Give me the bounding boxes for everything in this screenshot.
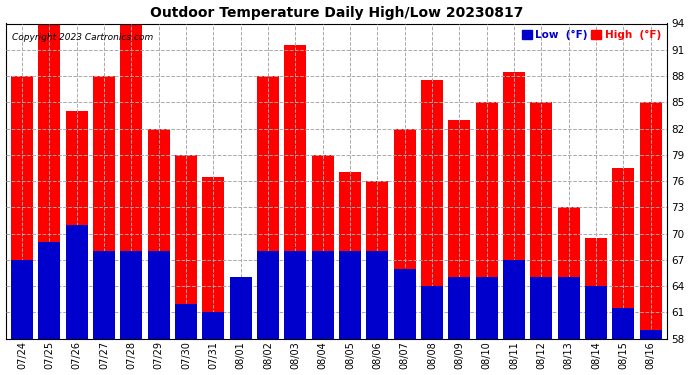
Bar (612, 308, 634, 339)
Bar (148, 251, 170, 339)
Bar (257, 76, 279, 339)
Bar (366, 181, 388, 339)
Bar (531, 102, 552, 339)
Text: Copyright 2023 Cartronics.com: Copyright 2023 Cartronics.com (12, 33, 153, 42)
Bar (531, 277, 552, 339)
Bar (202, 177, 224, 339)
Title: Outdoor Temperature Daily High/Low 20230817: Outdoor Temperature Daily High/Low 20230… (150, 6, 523, 20)
Bar (448, 120, 470, 339)
Bar (230, 277, 252, 339)
Bar (230, 295, 252, 339)
Bar (585, 286, 607, 339)
Bar (448, 277, 470, 339)
Bar (558, 277, 580, 339)
Bar (175, 155, 197, 339)
Bar (421, 286, 443, 339)
Bar (39, 242, 60, 339)
Bar (120, 251, 142, 339)
Bar (66, 225, 88, 339)
Bar (284, 251, 306, 339)
Bar (120, 24, 142, 339)
Bar (312, 155, 333, 339)
Bar (39, 24, 60, 339)
Bar (312, 251, 333, 339)
Bar (11, 76, 33, 339)
Bar (339, 251, 361, 339)
Bar (394, 129, 415, 339)
Bar (640, 330, 662, 339)
Bar (93, 76, 115, 339)
Bar (394, 268, 415, 339)
Bar (339, 172, 361, 339)
Bar (284, 45, 306, 339)
Bar (366, 251, 388, 339)
Bar (66, 111, 88, 339)
Bar (421, 80, 443, 339)
Bar (503, 72, 525, 339)
Bar (202, 312, 224, 339)
Bar (640, 102, 662, 339)
Bar (475, 277, 497, 339)
Bar (475, 102, 497, 339)
Bar (257, 251, 279, 339)
Bar (93, 251, 115, 339)
Bar (558, 207, 580, 339)
Bar (612, 168, 634, 339)
Bar (503, 260, 525, 339)
Legend: Low  (°F), High  (°F): Low (°F), High (°F) (518, 26, 665, 44)
Bar (585, 238, 607, 339)
Bar (175, 303, 197, 339)
Bar (11, 260, 33, 339)
Bar (148, 129, 170, 339)
